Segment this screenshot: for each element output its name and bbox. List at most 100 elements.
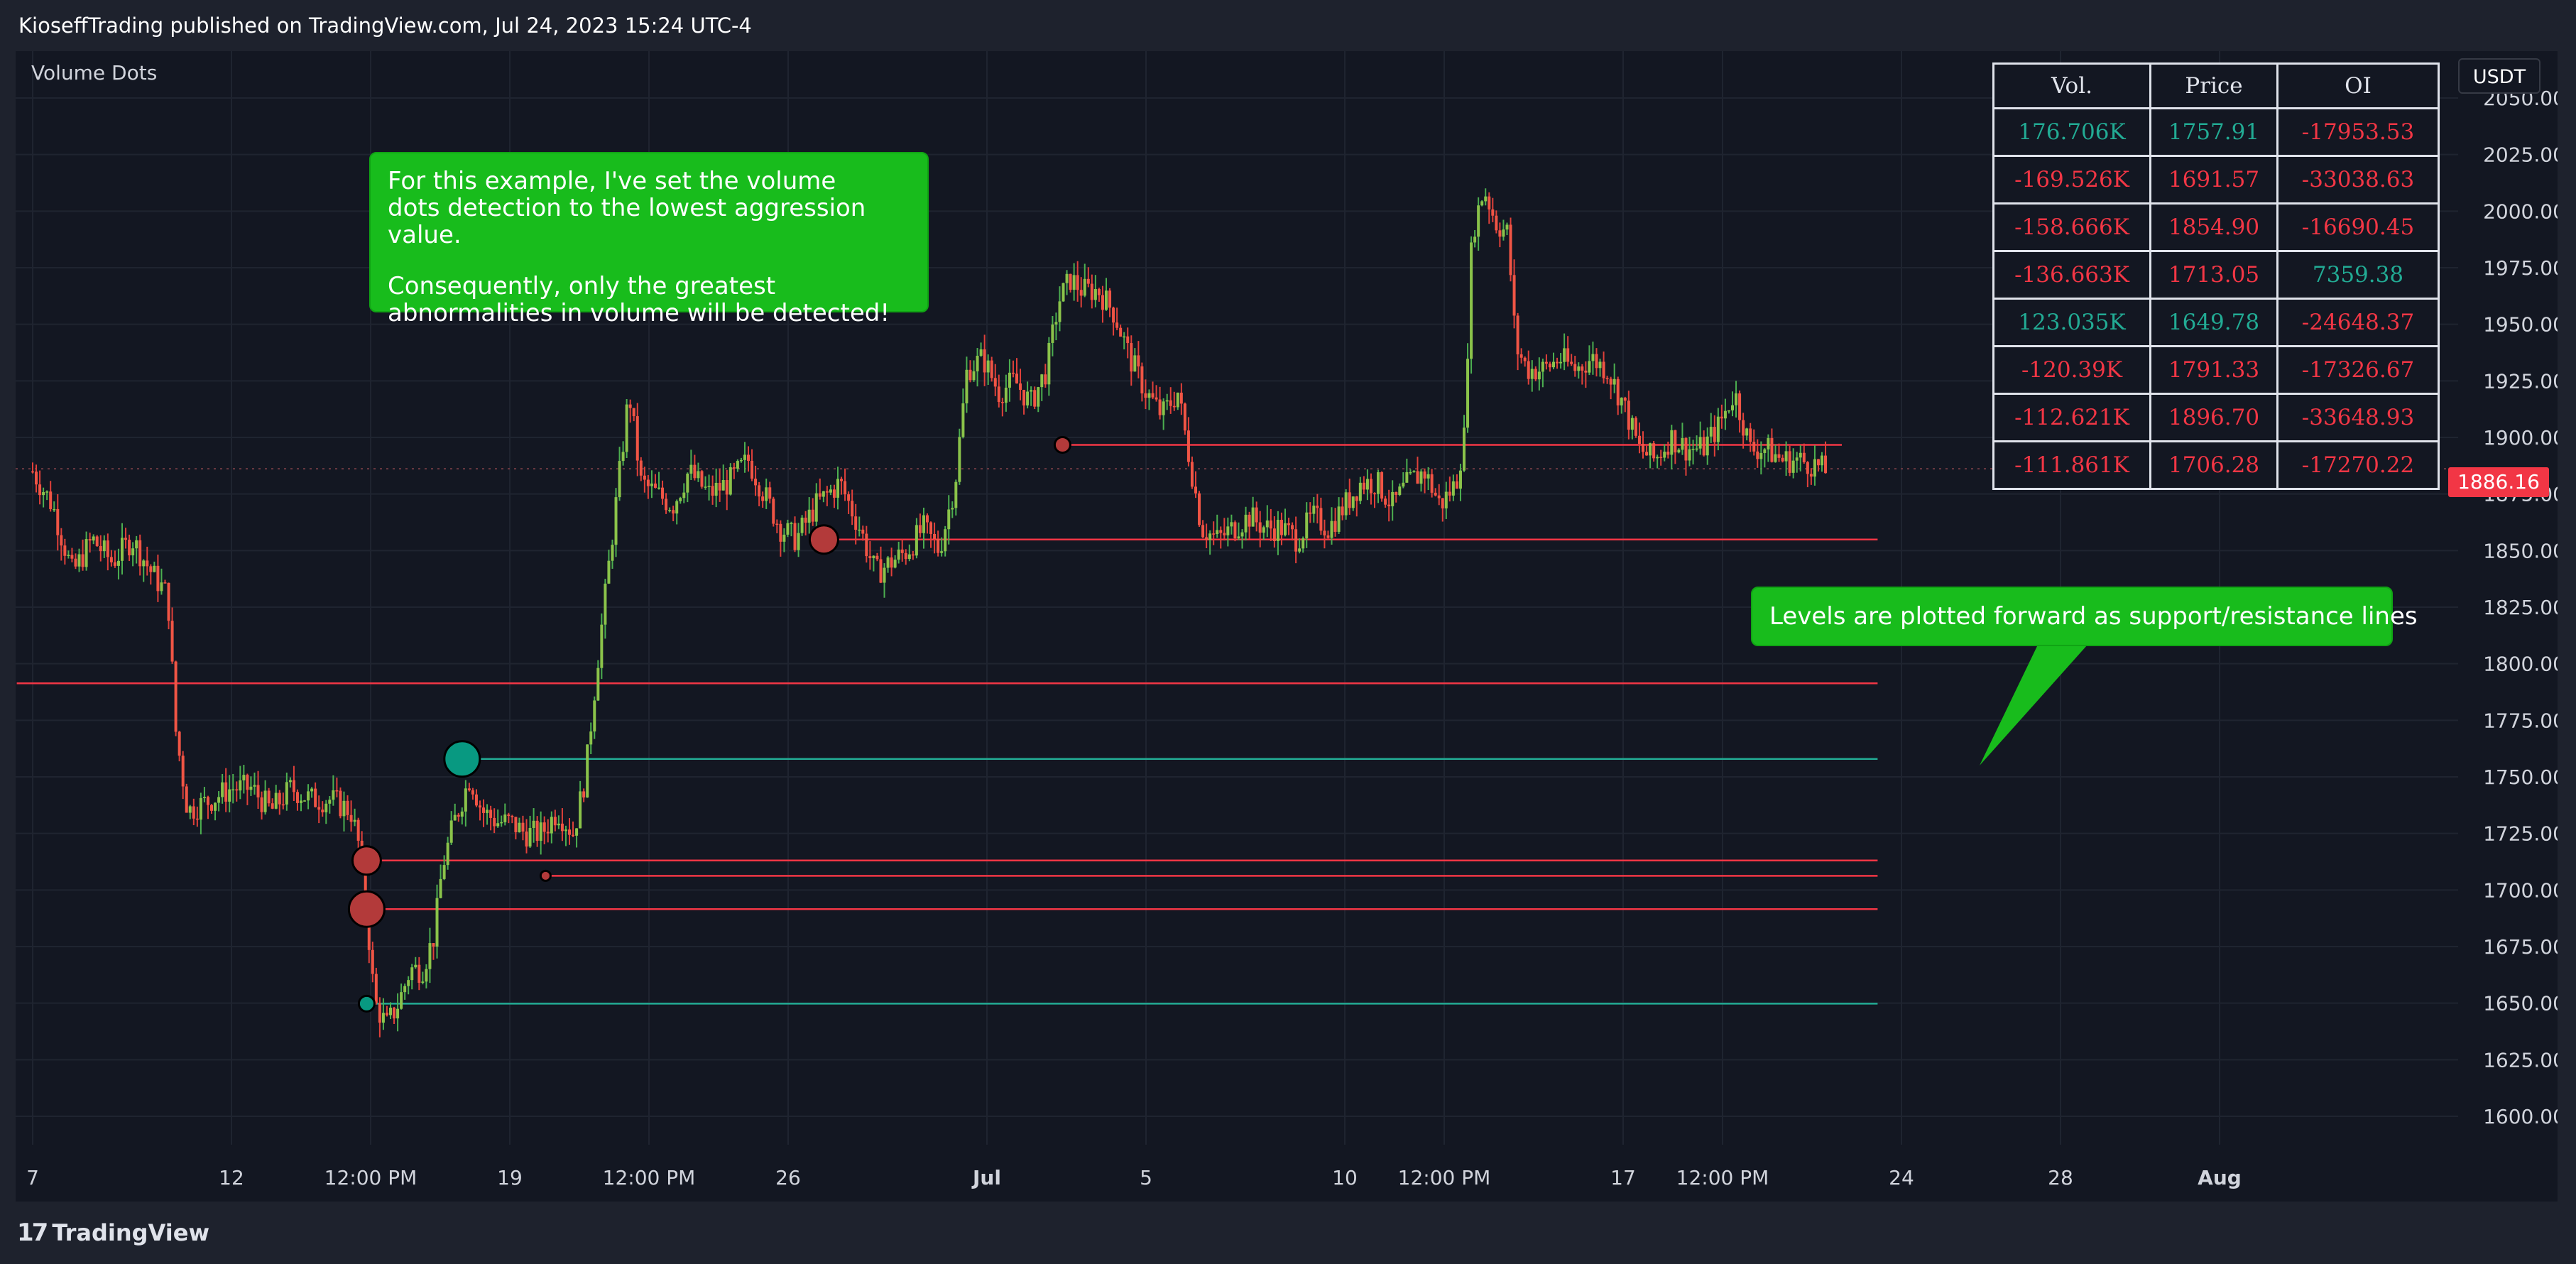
price-axis-tick-label: 1975.00 (2483, 256, 2558, 280)
candle-body (1642, 444, 1644, 452)
candle-body (711, 486, 714, 496)
candle-body (1162, 401, 1165, 415)
table-cell-oi: -17953.53 (2276, 107, 2440, 157)
price-axis-tick-label: 2000.00 (2483, 200, 2558, 223)
candle-body (1627, 401, 1630, 430)
candle-body (1262, 527, 1265, 533)
candle-body (954, 481, 958, 508)
table-row: -158.666K 1854.90 -16690.45 (1992, 202, 2440, 252)
price-axis-tick-label: 1850.00 (2483, 539, 2558, 562)
candle-body (997, 386, 1000, 403)
candle-body (417, 964, 421, 983)
candle-body (1097, 289, 1101, 295)
candle-body (1620, 398, 1623, 405)
candle-body (1530, 369, 1534, 379)
candle-body (228, 789, 231, 802)
table-header-row: Vol. Price OI (1992, 62, 2440, 109)
candle-body (1233, 522, 1237, 539)
candle-body (743, 454, 746, 460)
candle-body (604, 583, 607, 625)
price-chart[interactable]: 1600.00 1625.00 1650.00 1675.00 1700.00 1725.… (16, 51, 2558, 1202)
candle-body (1272, 528, 1276, 541)
candle-body (986, 360, 990, 373)
candle-body (1441, 498, 1444, 508)
candle-body (851, 501, 854, 517)
candle-body (1498, 230, 1502, 237)
candle-body (188, 806, 192, 813)
candle-body (1201, 525, 1205, 538)
candle-body (618, 461, 621, 498)
candle-body (38, 484, 42, 496)
candle-body (682, 492, 686, 498)
candle-body (1663, 452, 1666, 458)
candle-body (378, 1003, 381, 1023)
candle-body (1649, 443, 1652, 456)
candle-body (116, 560, 120, 566)
price-axis-tick-label: 1825.00 (2483, 596, 2558, 619)
time-axis-tick-label: 5 (1140, 1166, 1152, 1189)
candle-body (121, 538, 124, 561)
candle-body (600, 624, 604, 668)
candle-body (1799, 452, 1802, 458)
candle-body (1612, 378, 1616, 385)
candle-body (1147, 393, 1151, 398)
column-header-vol: Vol. (1992, 62, 2151, 109)
candle-body (332, 790, 335, 800)
table-cell-oi: -17326.67 (2276, 345, 2440, 395)
candle-body (686, 473, 689, 493)
candle-body (1602, 361, 1605, 378)
candle-body (425, 969, 428, 982)
candle-body (1015, 374, 1018, 383)
candle-body (374, 974, 378, 1003)
candle-body (675, 501, 679, 514)
candle-body (542, 822, 546, 832)
candle-body (1573, 364, 1577, 371)
candle-body (335, 790, 339, 792)
column-header-price: Price (2149, 62, 2278, 109)
price-axis-tick-label: 1900.00 (2483, 426, 2558, 450)
candle-body (321, 810, 324, 812)
indicator-legend[interactable]: Volume Dots (31, 61, 158, 85)
candle-body (1523, 357, 1527, 361)
candle-body (353, 819, 356, 822)
candle-body (507, 814, 511, 817)
candle-body (278, 792, 281, 805)
candle-body (124, 538, 128, 540)
table-cell-vol: -169.526K (1992, 155, 2151, 205)
candle-body (1169, 400, 1172, 406)
candle-body (754, 479, 758, 486)
candle-body (217, 797, 221, 803)
candle-body (704, 486, 707, 488)
candle-body (1527, 361, 1530, 379)
candle-body (1126, 336, 1130, 344)
candle-body (1416, 471, 1419, 484)
candle-body (253, 785, 256, 787)
candle-body (1463, 427, 1466, 471)
candle-body (944, 529, 947, 552)
candle-body (249, 786, 253, 790)
candle-body (1083, 278, 1086, 296)
time-axis-tick-label: Jul (971, 1166, 1001, 1189)
candle-body (295, 792, 299, 803)
candle-body (897, 549, 900, 560)
candle-body (1000, 402, 1004, 403)
tradingview-logo[interactable]: 17 TradingView (17, 1216, 209, 1250)
time-axis-tick-label: 12:00 PM (1676, 1166, 1769, 1189)
candle-body (346, 800, 349, 815)
candle-body (1788, 451, 1791, 473)
candle-body (1358, 482, 1362, 501)
candle-body (1216, 530, 1219, 534)
candle-body (1391, 491, 1395, 506)
candle-body (560, 823, 564, 832)
candle-body (668, 510, 672, 511)
candle-body (818, 493, 822, 497)
candle-body (84, 539, 88, 567)
candle-body (1770, 437, 1774, 462)
candle-body (199, 797, 202, 820)
candle-body (1502, 229, 1505, 237)
candle-body (1337, 506, 1341, 532)
candle-body (439, 878, 442, 898)
currency-selector[interactable]: USDT (2458, 58, 2540, 94)
candle-body (861, 529, 865, 534)
candle-body (1727, 410, 1730, 412)
